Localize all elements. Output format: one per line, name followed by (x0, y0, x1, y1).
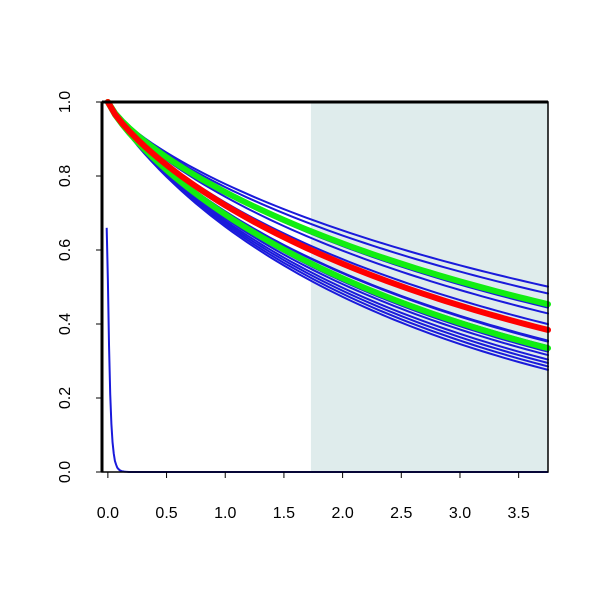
axes-layer: 0.0 0.5 1.0 1.5 2.0 2.5 3.0 3.5 0.0 0.2 0.4 0.6 0.8 1… (57, 91, 549, 522)
y-tick-label: 0.2 (57, 387, 74, 409)
blue-series-line-14 (106, 101, 549, 371)
series-layer (104, 99, 551, 371)
x-tick-label: 3.5 (508, 505, 530, 522)
blue-series-line-3 (106, 101, 549, 361)
y-tick-label: 1.0 (57, 91, 74, 113)
y-tick-label: 0.6 (57, 239, 74, 261)
y-tick-label: 0.0 (57, 461, 74, 483)
green-series-line-17 (104, 99, 551, 308)
blue-series-line-10 (106, 101, 549, 368)
y-tick-label: 0.4 (57, 313, 74, 335)
x-tick-label: 3.0 (449, 505, 471, 522)
x-tick-label: 0.0 (97, 505, 119, 522)
x-tick-label: 1.0 (214, 505, 236, 522)
y-tick-label: 0.8 (57, 165, 74, 187)
blue-series-line-12 (106, 101, 549, 288)
blue-series-line-1 (106, 101, 549, 364)
shaded-region (310, 102, 548, 472)
x-tick-label: 0.5 (155, 505, 177, 522)
x-tick-label: 2.0 (331, 505, 353, 522)
x-tick-label: 1.5 (273, 505, 295, 522)
x-tick-label: 2.5 (390, 505, 412, 522)
green-series-line-16 (104, 99, 551, 352)
red-series-line-18 (104, 99, 551, 333)
